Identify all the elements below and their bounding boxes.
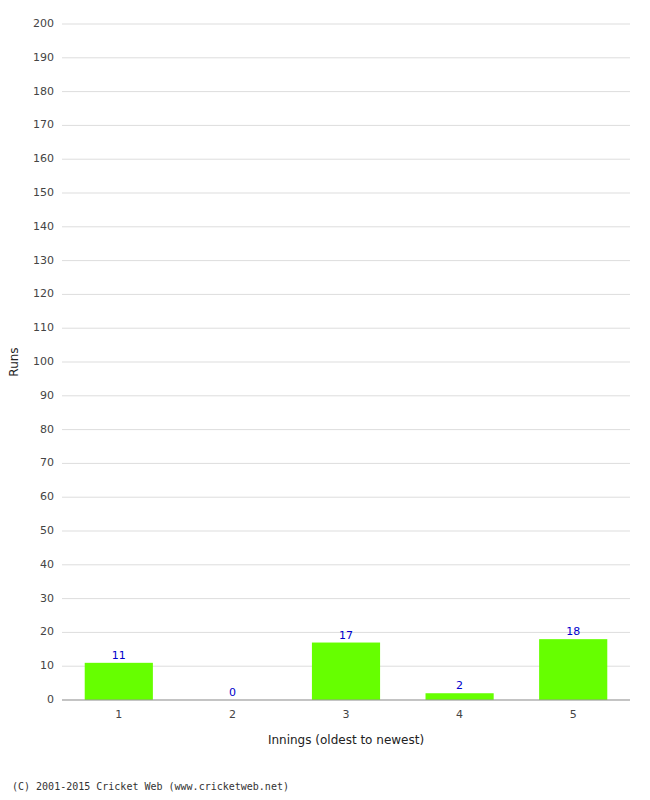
x-tick-label: 3 (343, 708, 350, 721)
y-tick-label: 90 (40, 389, 54, 402)
y-tick-label: 150 (33, 186, 54, 199)
grid-line (62, 497, 630, 498)
x-tick-label: 1 (115, 708, 122, 721)
y-tick-label: 190 (33, 51, 54, 64)
y-axis-title: Runs (7, 347, 21, 376)
grid-line (62, 395, 630, 396)
data-label: 18 (566, 625, 580, 638)
bar (539, 639, 607, 700)
grid-line (62, 193, 630, 194)
y-tick-label: 170 (33, 118, 54, 131)
grid (62, 24, 630, 700)
grid-line (62, 328, 630, 329)
x-tick-label: 5 (570, 708, 577, 721)
grid-line (62, 564, 630, 565)
y-tick-label: 110 (33, 321, 54, 334)
grid-line (62, 598, 630, 599)
y-tick-label: 160 (33, 152, 54, 165)
x-axis-line (62, 700, 630, 701)
grid-line (62, 531, 630, 532)
y-tick-label: 0 (47, 693, 54, 706)
grid-line (62, 260, 630, 261)
grid-line (62, 91, 630, 92)
grid-line (62, 57, 630, 58)
data-label: 0 (229, 686, 236, 699)
y-tick-label: 10 (40, 659, 54, 672)
grid-line (62, 429, 630, 430)
grid-line (62, 294, 630, 295)
x-tick-label: 4 (456, 708, 463, 721)
chart: 0102030405060708090100110120130140150160… (0, 0, 650, 800)
grid-line (62, 463, 630, 464)
grid-line (62, 159, 630, 160)
y-tick-label: 80 (40, 423, 54, 436)
data-label: 2 (456, 679, 463, 692)
bar (85, 663, 153, 700)
y-tick-label: 50 (40, 524, 54, 537)
grid-line (62, 125, 630, 126)
y-tick-label: 100 (33, 355, 54, 368)
bar (312, 643, 380, 700)
y-tick-label: 140 (33, 220, 54, 233)
data-label: 11 (112, 649, 126, 662)
y-tick-label: 120 (33, 287, 54, 300)
bars (85, 639, 608, 700)
grid-line (62, 226, 630, 227)
y-tick-label: 30 (40, 592, 54, 605)
grid-line (62, 362, 630, 363)
y-tick-label: 60 (40, 490, 54, 503)
y-tick-label: 20 (40, 625, 54, 638)
x-tick-label: 2 (229, 708, 236, 721)
bar (426, 693, 494, 700)
data-label: 17 (339, 629, 353, 642)
x-axis-title: Innings (oldest to newest) (268, 733, 424, 747)
grid-line (62, 24, 630, 25)
y-tick-label: 130 (33, 254, 54, 267)
y-tick-label: 40 (40, 558, 54, 571)
y-tick-label: 180 (33, 85, 54, 98)
y-tick-label: 200 (33, 17, 54, 30)
grid-line (62, 700, 630, 701)
y-tick-label: 70 (40, 456, 54, 469)
footer: (C) 2001-2015 Cricket Web (www.cricketwe… (12, 781, 289, 792)
